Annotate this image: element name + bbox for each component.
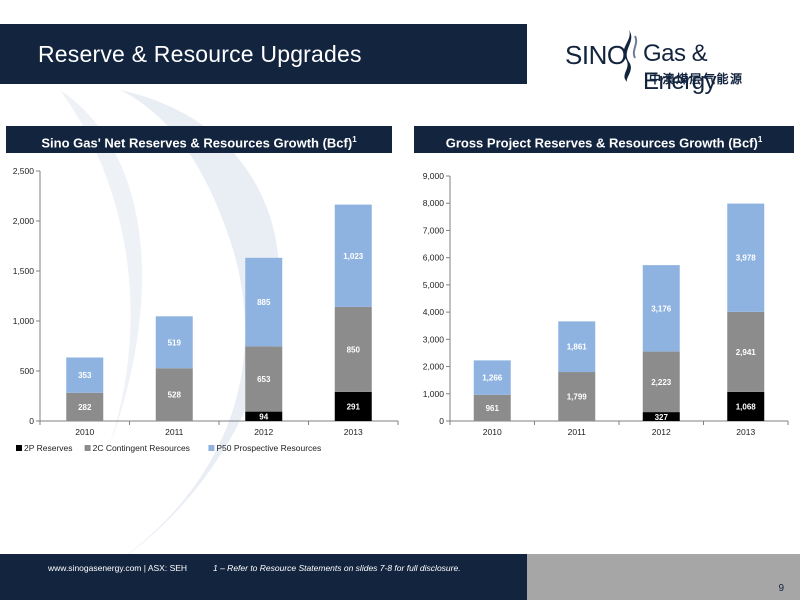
chart1-bar-p50-prospective-resources-2012	[245, 257, 283, 347]
chart1-data-label: 653	[257, 375, 271, 384]
chart2-data-label: 3,176	[651, 304, 672, 313]
chart2-y-tick-label: 9,000	[423, 171, 445, 181]
chart2-y-tick-label: 6,000	[423, 253, 445, 263]
flame-icon	[623, 30, 638, 82]
chart1-x-tick-label: 2011	[165, 427, 184, 437]
chart1-bar-2c-contingent-resources-2013	[334, 306, 372, 392]
chart1-x-tick-label: 2012	[254, 427, 273, 437]
legend-swatch-2	[208, 445, 215, 451]
chart1-bar-p50-prospective-resources-2010	[66, 357, 104, 393]
chart2-data-label: 2,941	[736, 348, 757, 357]
legend-label-0: 2P Reserves	[24, 443, 73, 453]
chart1-y-tick-label: 1,000	[13, 316, 35, 326]
logo-chinese-name: 中澳煤层气能源	[649, 72, 744, 86]
chart2-y-tick-label: 7,000	[423, 225, 445, 235]
chart2-bar-2c-contingent-resources-2012	[642, 351, 680, 413]
chart1-bar-p50-prospective-resources-2011	[155, 316, 193, 369]
company-logo: SINO Gas & Energy 中澳煤层气能源	[553, 26, 763, 95]
chart1-y-tick-label: 2,500	[13, 166, 35, 176]
chart2-title-footnote: 1	[757, 135, 763, 144]
chart2-bar-2c-contingent-resources-2011	[558, 372, 596, 421]
chart2-bar-2p-reserves-2012	[642, 412, 680, 421]
footer-bar: www.sinogasenergy.com | ASX: SEH 1 – Ref…	[0, 554, 527, 600]
chart1-bar-2p-reserves-2013	[334, 391, 372, 421]
logo-name-right: Gas & Energy	[643, 40, 717, 95]
legend-swatch-1	[84, 445, 91, 451]
footer-site[interactable]: www.sinogasenergy.com | ASX: SEH	[48, 563, 188, 573]
chart2-data-label: 961	[486, 404, 500, 413]
chart1-data-label: 528	[168, 391, 182, 400]
header-bar: Reserve & Resource Upgrades	[0, 24, 527, 84]
chart2-data-label: 3,978	[736, 254, 757, 263]
logo-name-left: SINO	[565, 40, 627, 70]
chart2-data-label: 2,223	[651, 378, 672, 387]
chart2-y-tick-label: 8,000	[423, 198, 445, 208]
chart2-x-tick-label: 2013	[736, 427, 755, 437]
chart1-y-tick-label: 0	[29, 416, 34, 426]
legend-swatch-0	[16, 445, 22, 451]
page-number: 9	[778, 583, 784, 594]
chart2-bar-2p-reserves-2013	[727, 391, 765, 421]
chart2-data-label: 327	[655, 413, 669, 422]
chart1-bar-2c-contingent-resources-2011	[155, 368, 193, 421]
chart1-y-tick-label: 500	[20, 366, 34, 376]
chart1-data-label: 850	[347, 345, 361, 354]
footer-note: 1 – Refer to Resource Statements on slid…	[213, 563, 461, 573]
chart2-x-tick-label: 2012	[652, 427, 671, 437]
chart1-data-label: 885	[257, 298, 271, 307]
chart2-data-label: 1,861	[567, 343, 588, 352]
chart2-y-tick-label: 5,000	[423, 280, 445, 290]
chart2-y-tick-label: 1,000	[423, 389, 445, 399]
chart1-x-tick-label: 2010	[75, 427, 94, 437]
chart2-y-tick-label: 4,000	[423, 307, 445, 317]
chart2-title: Gross Project Reserves & Resources Growt…	[414, 126, 794, 153]
chart2-x-tick-label: 2010	[483, 427, 502, 437]
chart2-y-tick-label: 2,000	[423, 362, 445, 372]
legend-label-1: 2C Contingent Resources	[93, 443, 190, 453]
chart1-data-label: 1,023	[343, 252, 364, 261]
chart2-y-tick-label: 0	[439, 416, 444, 426]
chart1-data-label: 94	[259, 413, 268, 422]
footer-grey-block	[527, 554, 800, 600]
chart1-title-footnote: 1	[352, 135, 357, 144]
chart1-data-label: 291	[347, 402, 361, 411]
chart1-title: Sino Gas' Net Reserves & Resources Growt…	[6, 126, 392, 153]
chart2-bar-2c-contingent-resources-2010	[473, 394, 511, 421]
chart2-data-label: 1,068	[736, 402, 757, 411]
chart1-data-label: 353	[78, 371, 92, 380]
chart2-data-label: 1,799	[567, 393, 588, 402]
chart1-bar-2p-reserves-2012	[245, 411, 283, 421]
legend-label-2: P50 Prospective Resources	[216, 443, 321, 453]
chart1-bar-p50-prospective-resources-2013	[334, 204, 372, 307]
chart1-data-label: 519	[168, 338, 182, 347]
chart2-y-tick-label: 3,000	[423, 334, 445, 344]
chart2-bar-p50-prospective-resources-2011	[558, 321, 596, 373]
page-title: Reserve & Resource Upgrades	[38, 41, 362, 67]
chart1-bar-2c-contingent-resources-2012	[245, 346, 283, 412]
chart2-bar-p50-prospective-resources-2013	[727, 203, 765, 312]
chart2-bar-p50-prospective-resources-2012	[642, 265, 680, 352]
chart1-x-tick-label: 2013	[344, 427, 363, 437]
chart1-y-tick-label: 1,500	[13, 266, 35, 276]
chart1-bar-2c-contingent-resources-2010	[66, 392, 104, 421]
chart2-bar-p50-prospective-resources-2010	[473, 360, 511, 395]
chart2-title-text: Gross Project Reserves & Resources Growt…	[445, 135, 758, 151]
chart1-title-text: Sino Gas' Net Reserves & Resources Growt…	[41, 135, 353, 151]
chart2-bar-2c-contingent-resources-2013	[727, 311, 765, 392]
chart2-data-label: 1,266	[482, 374, 503, 383]
chart2-x-tick-label: 2011	[568, 427, 587, 437]
chart1-y-tick-label: 2,000	[13, 216, 35, 226]
chart1-data-label: 282	[78, 403, 92, 412]
